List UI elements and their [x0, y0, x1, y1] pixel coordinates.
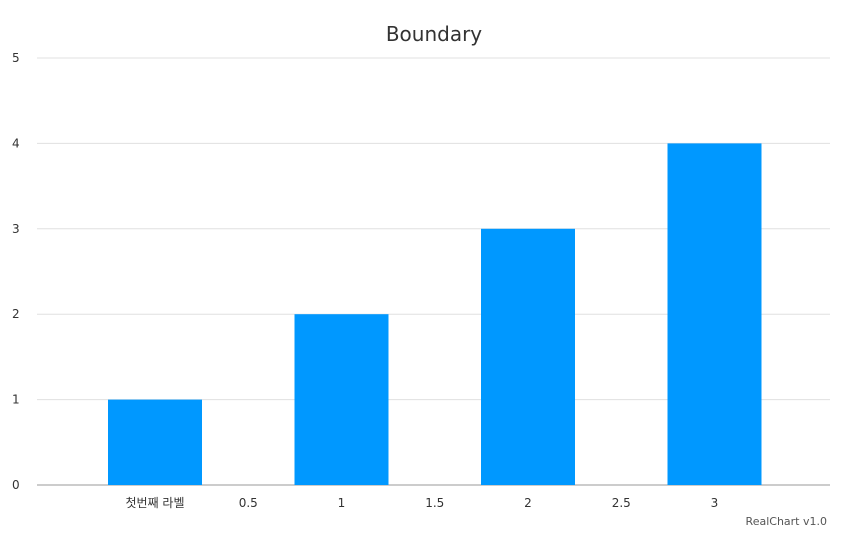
y-tick-label: 0: [12, 478, 20, 492]
x-tick-label: 0.5: [239, 496, 258, 510]
y-tick-label: 1: [12, 393, 20, 407]
chart-title: Boundary: [386, 22, 482, 46]
y-tick-label: 5: [12, 51, 20, 65]
y-tick-label: 3: [12, 222, 20, 236]
chart-credit: RealChart v1.0: [746, 515, 827, 528]
x-tick-label: 1: [338, 496, 346, 510]
bar[interactable]: [481, 228, 575, 486]
x-axis-ticks: 첫번째 라벨 0.5 1 1.5 2 2.5 3: [125, 496, 718, 510]
bar[interactable]: [108, 399, 202, 485]
y-axis-ticks: 0 1 2 3 4 5: [12, 51, 20, 492]
x-tick-label: 2: [524, 496, 532, 510]
x-tick-label: 첫번째 라벨: [125, 496, 184, 510]
y-tick-label: 4: [12, 136, 20, 150]
y-tick-label: 2: [12, 307, 20, 321]
bar[interactable]: [667, 143, 762, 485]
x-tick-label: 2.5: [612, 496, 631, 510]
x-tick-label: 3: [711, 496, 719, 510]
x-tick-label: 1.5: [425, 496, 444, 510]
bars: [108, 143, 762, 486]
bar[interactable]: [294, 314, 389, 485]
